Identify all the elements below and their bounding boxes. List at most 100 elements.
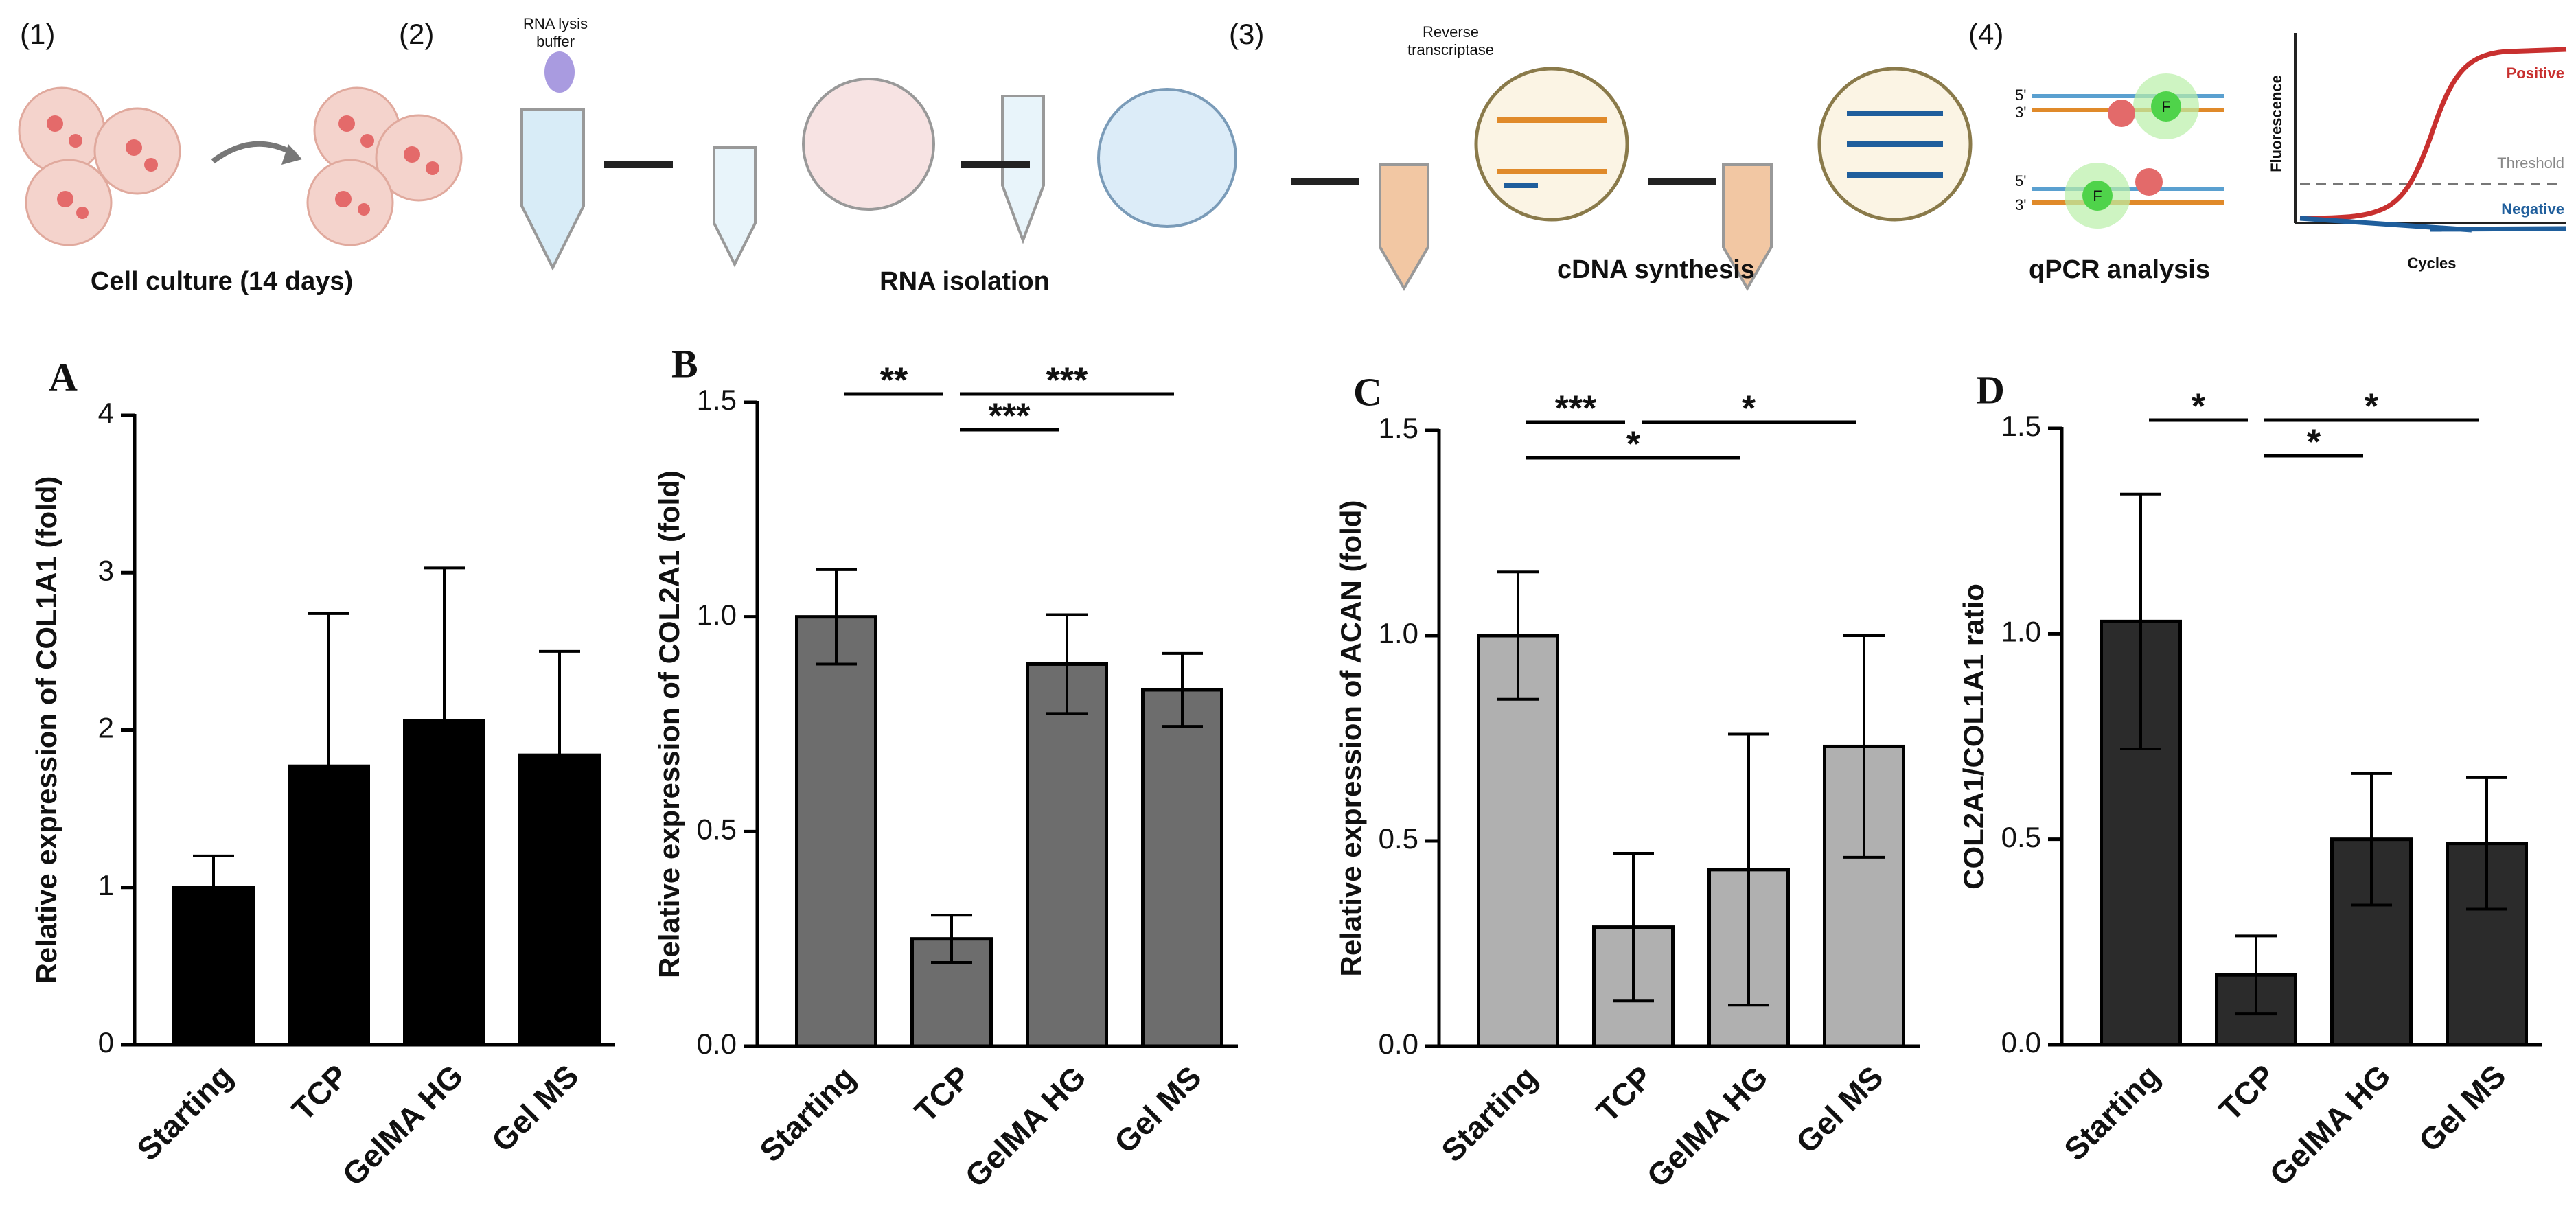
- x-tick-label: Starting: [752, 1059, 862, 1169]
- y-tick-label: 3: [98, 554, 114, 586]
- label: buffer: [536, 33, 575, 50]
- fluorophore-label: F: [2161, 98, 2170, 115]
- strands: [1497, 117, 1607, 174]
- y-tick-label: 0: [98, 1026, 114, 1058]
- x-tick-label: GelMA HG: [335, 1058, 470, 1192]
- y-tick-label: 0.5: [2001, 821, 2041, 853]
- fluorophore-label: F: [2093, 187, 2102, 205]
- y-tick-label: 1.0: [1379, 617, 1418, 649]
- polymerase: [2135, 168, 2163, 196]
- y-tick-label: 0.0: [1379, 1028, 1418, 1060]
- fluorophore: [2082, 181, 2113, 211]
- x-tick-label: GelMA HG: [1640, 1059, 1774, 1194]
- label: Reverse: [1423, 23, 1479, 40]
- arrow-head: [281, 144, 302, 165]
- strand-end: 5': [2015, 172, 2026, 189]
- y-axis-label: COL2A1/COL1A1 ratio: [1957, 583, 1990, 890]
- polymerase: [2108, 100, 2135, 127]
- significance-label: *: [2192, 387, 2206, 427]
- x-tick-label: Gel MS: [2412, 1058, 2513, 1159]
- panel-letter: D: [1976, 367, 2005, 412]
- step-label: (3): [1229, 18, 1264, 50]
- y-tick-label: 1.5: [2001, 410, 2041, 442]
- y-tick-label: 0.5: [697, 813, 737, 845]
- arrows: [604, 161, 1716, 185]
- zoom-circle: [802, 78, 935, 211]
- tube: [520, 108, 585, 271]
- caption: RNA isolation: [879, 267, 1050, 296]
- y-axis-label: Relative expression of ACAN (fold): [1335, 500, 1367, 977]
- bar: [795, 615, 877, 1048]
- x-tick-label: Starting: [1434, 1059, 1544, 1169]
- caption: cDNA synthesis: [1557, 255, 1755, 284]
- caption: Cell culture (14 days): [91, 267, 353, 296]
- y-tick-label: 0.5: [1379, 822, 1418, 855]
- plot-x-label: Cycles: [2408, 255, 2457, 272]
- chart-panel: A Relative expression of COL1A1 (fold) 0 1 2…: [30, 354, 615, 1192]
- panel-letter: C: [1353, 369, 1382, 414]
- chart-panel: C Relative expression of ACAN (fold) 0.0 0.…: [1335, 369, 1920, 1194]
- bar: [2446, 842, 2528, 1047]
- panel-letter: B: [671, 341, 698, 386]
- y-tick-label: 0.0: [2001, 1026, 2041, 1058]
- strands: [1504, 111, 1943, 188]
- bar: [1477, 634, 1559, 1048]
- tube: [1722, 163, 1773, 291]
- chart-panel: D COL2A1/COL1A1 ratio 0.0 0.5 1.0 1.5 Starting…: [1957, 367, 2542, 1192]
- significance-label: *: [1742, 389, 1756, 429]
- zoom-circle: [1474, 67, 1629, 222]
- y-axis-label: Relative expression of COL1A1 (fold): [30, 476, 62, 984]
- y-tick-label: 0.0: [697, 1028, 737, 1060]
- fluorophore: [2151, 91, 2181, 121]
- bar: [2100, 619, 2182, 1047]
- y-tick-label: 4: [98, 397, 114, 429]
- step-label: (1): [20, 18, 55, 50]
- significance-label: *: [1626, 425, 1641, 465]
- label: RNA lysis: [523, 15, 588, 32]
- tube: [1379, 163, 1429, 291]
- y-tick-label: 1: [98, 869, 114, 901]
- cells: [47, 115, 439, 219]
- bar: [1026, 662, 1108, 1048]
- y-tick-label: 1.0: [697, 599, 737, 631]
- zoom-circle: [1097, 88, 1237, 228]
- significance-label: **: [880, 361, 908, 401]
- x-tick-label: GelMA HG: [958, 1059, 1092, 1194]
- dropper: [544, 51, 575, 93]
- positive-label: Positive: [2507, 65, 2564, 82]
- label: transcriptase: [1407, 41, 1494, 58]
- plot-y-label: Fluorescence: [2268, 75, 2285, 172]
- bar: [2215, 973, 2297, 1047]
- y-tick-label: 1.5: [697, 384, 737, 416]
- x-tick-label: TCP: [1589, 1059, 1659, 1129]
- x-tick-label: GelMA HG: [2262, 1058, 2397, 1192]
- negative-curve: [2299, 216, 2567, 233]
- x-tick-label: Gel MS: [1789, 1059, 1890, 1160]
- tube: [713, 146, 757, 268]
- x-tick-label: Starting: [2057, 1058, 2167, 1168]
- y-tick-label: 2: [98, 712, 114, 744]
- panel-letter: A: [49, 354, 78, 399]
- y-tick-label: 1.0: [2001, 615, 2041, 647]
- step-label: (2): [399, 18, 434, 50]
- strand-end: 5': [2015, 86, 2026, 104]
- cell-cluster: [18, 86, 463, 246]
- x-tick-label: Gel MS: [1107, 1059, 1208, 1160]
- strand-end: 3': [2015, 196, 2026, 213]
- threshold-label: Threshold: [2497, 154, 2564, 172]
- x-tick-label: TCP: [285, 1058, 355, 1128]
- bar: [1141, 688, 1223, 1048]
- negative-label: Negative: [2501, 200, 2564, 218]
- positive-curve: [2299, 47, 2567, 221]
- x-tick-label: Starting: [130, 1058, 240, 1168]
- x-tick-label: TCP: [908, 1059, 978, 1129]
- x-tick-label: TCP: [2212, 1058, 2282, 1128]
- y-axis-label: Relative expression of COL2A1 (fold): [653, 470, 685, 978]
- strand-end: 3': [2015, 104, 2026, 121]
- chart-panel: B Relative expression of COL2A1 (fold) 0.0…: [653, 341, 1238, 1194]
- arrow: [211, 141, 297, 164]
- significance-label: *: [2307, 423, 2321, 463]
- significance-label: ***: [1555, 389, 1597, 429]
- schematic: (1) (2) (3) (4) Cell culture (14 days) R…: [18, 15, 2567, 296]
